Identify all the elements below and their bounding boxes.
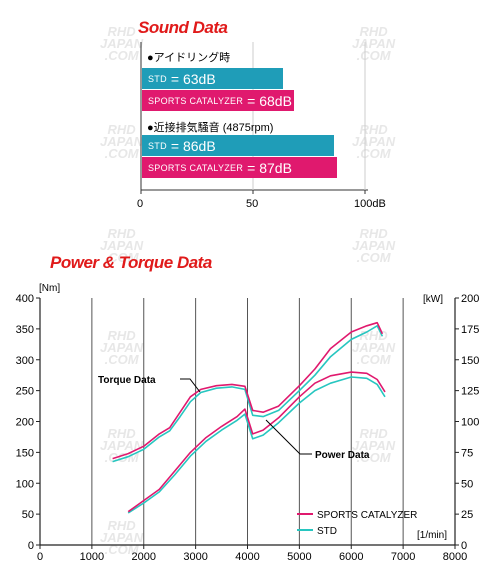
- x-tick-label: 6000: [339, 551, 363, 563]
- y-right-tick-label: 100: [461, 417, 479, 429]
- y-left-tick-label: 150: [16, 447, 34, 459]
- prox-sports-bar: SPORTS CATALYZER = 87dB: [142, 157, 337, 178]
- bar-small-label: STD: [148, 73, 167, 84]
- y-left-tick-label: 50: [22, 509, 34, 521]
- y-right-tick-label: 75: [461, 447, 473, 459]
- watermark: RHD JAPAN .COM: [100, 518, 144, 557]
- y-right-tick-label: 0: [461, 540, 467, 552]
- x-tick-label: 4000: [235, 551, 259, 563]
- y-right-tick-label: 25: [461, 509, 473, 521]
- torque-leader-line: [180, 378, 201, 393]
- watermark: RHD JAPAN .COM: [100, 24, 144, 63]
- series-line-torque-sports-catalyzer: [112, 321, 384, 460]
- sound-axis-unit: dB: [372, 198, 386, 210]
- x-tick-label: 1000: [80, 551, 104, 563]
- legend-label: STD: [317, 526, 337, 537]
- series-line-power-sports-catalyzer: [127, 371, 386, 513]
- y-left-tick-label: 250: [16, 386, 34, 398]
- bar-value-label: = 86dB: [170, 137, 216, 154]
- y-right-tick-label: 150: [461, 355, 479, 367]
- sound-axis-tick-100-value: 100: [354, 198, 373, 210]
- y-right-tick-label: 125: [461, 386, 479, 398]
- y-right-tick-label: 50: [461, 478, 473, 490]
- idle-sports-bar: SPORTS CATALYZER = 68dB: [142, 90, 294, 111]
- series-line-torque-std: [112, 324, 384, 463]
- sound-axis-tick-50: 50: [246, 198, 259, 210]
- x-tick-label: 7000: [391, 551, 415, 563]
- bar-value-label: = 68dB: [247, 92, 292, 109]
- proximity-label: ●近接排気騒音 (4875rpm): [147, 122, 274, 134]
- y-right-tick-label: 175: [461, 324, 479, 336]
- prox-std-bar: STD = 86dB: [142, 135, 334, 156]
- y-left-tick-label: 350: [16, 324, 34, 336]
- bar-value-label: = 87dB: [247, 159, 292, 176]
- x-tick-label: 0: [37, 551, 43, 563]
- torque-annotation: Torque Data: [98, 375, 156, 386]
- power-torque-title: Power & Torque Data: [50, 253, 212, 272]
- watermark: RHD JAPAN .COM: [100, 226, 144, 265]
- idle-label: ●アイドリング時: [147, 52, 231, 64]
- idle-std-bar: STD = 63dB: [142, 68, 283, 89]
- sound-data-title: Sound Data: [138, 18, 228, 37]
- bar-value-label: = 63dB: [170, 70, 216, 87]
- bar-small-label: SPORTS CATALYZER: [148, 162, 244, 173]
- y-right-unit: [kW]: [423, 294, 443, 305]
- y-left-tick-label: 100: [16, 478, 34, 490]
- watermark: RHD JAPAN .COM: [100, 328, 144, 367]
- sound-axis-tick-100: 100dB: [354, 198, 386, 210]
- x-tick-label: 8000: [443, 551, 467, 563]
- power-leader-line: [265, 419, 312, 455]
- watermark: RHD JAPAN .COM: [352, 426, 396, 465]
- y-left-tick-label: 0: [28, 540, 34, 552]
- x-tick-label: 3000: [183, 551, 207, 563]
- series-line-power-std: [127, 376, 386, 514]
- watermark: RHD JAPAN .COM: [352, 226, 396, 265]
- watermark: RHD JAPAN .COM: [100, 122, 144, 161]
- y-left-unit: [Nm]: [39, 283, 60, 294]
- bar-small-label: SPORTS CATALYZER: [148, 95, 244, 106]
- sound-axis-tick-0: 0: [137, 198, 144, 210]
- y-left-tick-label: 300: [16, 355, 34, 367]
- x-tick-label: 2000: [132, 551, 156, 563]
- y-left-tick-label: 400: [16, 293, 34, 305]
- watermark: RHD JAPAN .COM: [352, 328, 396, 367]
- legend-label: SPORTS CATALYZER: [317, 510, 417, 521]
- x-tick-label: 5000: [287, 551, 311, 563]
- power-annotation: Power Data: [315, 450, 370, 461]
- y-right-tick-label: 200: [461, 293, 479, 305]
- bar-small-label: STD: [148, 140, 167, 151]
- x-unit: [1/min]: [417, 530, 447, 541]
- y-left-tick-label: 200: [16, 417, 34, 429]
